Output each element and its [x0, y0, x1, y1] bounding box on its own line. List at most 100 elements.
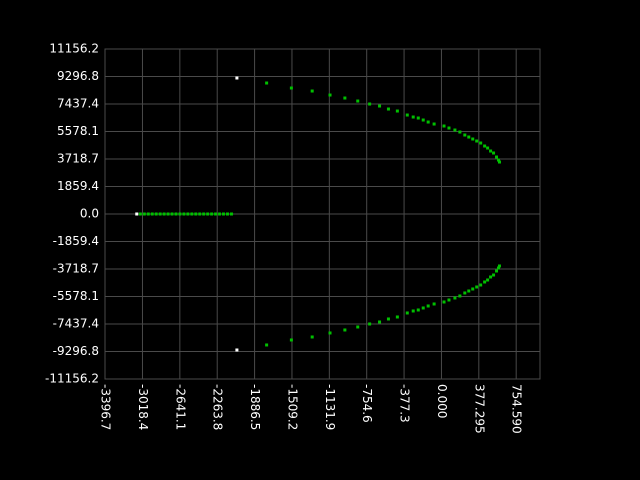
y-tick-label: 3718.7 — [57, 152, 99, 166]
point — [214, 212, 218, 216]
point — [194, 212, 198, 216]
point — [479, 283, 483, 287]
point — [483, 144, 487, 148]
point — [447, 126, 451, 130]
point — [497, 264, 501, 268]
point — [142, 212, 146, 216]
point — [356, 99, 360, 103]
point — [496, 266, 500, 270]
x-tick-label: 377.295 — [472, 384, 486, 434]
point — [218, 212, 222, 216]
point — [158, 212, 162, 216]
point — [432, 302, 436, 306]
point — [453, 296, 457, 300]
point — [416, 116, 420, 120]
point — [222, 212, 226, 216]
point — [289, 338, 293, 342]
point — [368, 102, 372, 106]
point — [463, 133, 467, 137]
point — [495, 269, 499, 273]
point — [421, 306, 425, 310]
point — [467, 135, 471, 139]
point — [229, 212, 233, 216]
point — [235, 348, 239, 352]
point — [489, 275, 493, 279]
point — [453, 128, 457, 132]
point — [162, 212, 166, 216]
y-tick-label: 9296.8 — [57, 69, 99, 83]
point — [496, 158, 500, 162]
point — [343, 96, 347, 100]
point — [135, 212, 139, 216]
x-tick-label: -754.6 — [360, 384, 374, 423]
y-tick-label: -7437.4 — [53, 316, 99, 330]
point — [182, 212, 186, 216]
x-tick-label: -1886.5 — [248, 384, 262, 430]
point — [475, 285, 479, 289]
point — [426, 304, 430, 308]
point — [154, 212, 158, 216]
point — [146, 212, 150, 216]
y-tick-label: -5578.1 — [53, 289, 99, 303]
x-tick-label: -3018.4 — [136, 384, 150, 430]
point — [310, 89, 314, 93]
point — [492, 151, 496, 155]
point — [356, 325, 360, 329]
point — [416, 308, 420, 312]
x-tick-label: -2263.8 — [211, 384, 225, 430]
point — [178, 212, 182, 216]
point — [447, 298, 451, 302]
point — [497, 160, 501, 164]
point — [405, 311, 409, 315]
y-tick-label: -1859.4 — [53, 234, 99, 248]
x-tick-label: 0.000 — [435, 384, 449, 418]
point — [471, 287, 475, 291]
point — [328, 93, 332, 97]
point — [265, 81, 269, 85]
point — [150, 212, 154, 216]
point — [479, 141, 483, 145]
y-tick-label: 11156.2 — [49, 42, 99, 56]
point — [475, 139, 479, 143]
point — [395, 109, 399, 113]
point — [386, 107, 390, 111]
x-tick-label: -2641.1 — [173, 384, 187, 430]
point — [289, 86, 293, 90]
point — [486, 278, 490, 282]
point — [202, 212, 206, 216]
point — [486, 146, 490, 150]
point — [343, 328, 347, 332]
point — [378, 104, 382, 108]
point — [225, 212, 229, 216]
point — [405, 113, 409, 117]
point — [328, 331, 332, 335]
x-tick-label: 754.590 — [510, 384, 524, 434]
point — [411, 309, 415, 313]
x-tick-label: -3396.7 — [99, 384, 113, 430]
point — [378, 320, 382, 324]
point — [411, 115, 415, 119]
point — [442, 124, 446, 128]
point — [138, 212, 142, 216]
point — [166, 212, 170, 216]
point — [467, 289, 471, 293]
y-tick-label: -11156.2 — [45, 372, 99, 386]
point — [471, 137, 475, 141]
point — [442, 300, 446, 304]
point — [426, 120, 430, 124]
point — [495, 155, 499, 159]
point — [489, 149, 493, 153]
point — [206, 212, 210, 216]
point — [190, 212, 194, 216]
point — [483, 280, 487, 284]
y-tick-label: -3718.7 — [53, 261, 99, 275]
point — [170, 212, 174, 216]
point — [432, 122, 436, 126]
point — [458, 294, 462, 298]
point — [395, 315, 399, 319]
y-tick-label: -9296.8 — [53, 344, 99, 358]
x-tick-label: -1509.2 — [285, 384, 299, 430]
point — [265, 343, 269, 347]
point — [458, 130, 462, 134]
